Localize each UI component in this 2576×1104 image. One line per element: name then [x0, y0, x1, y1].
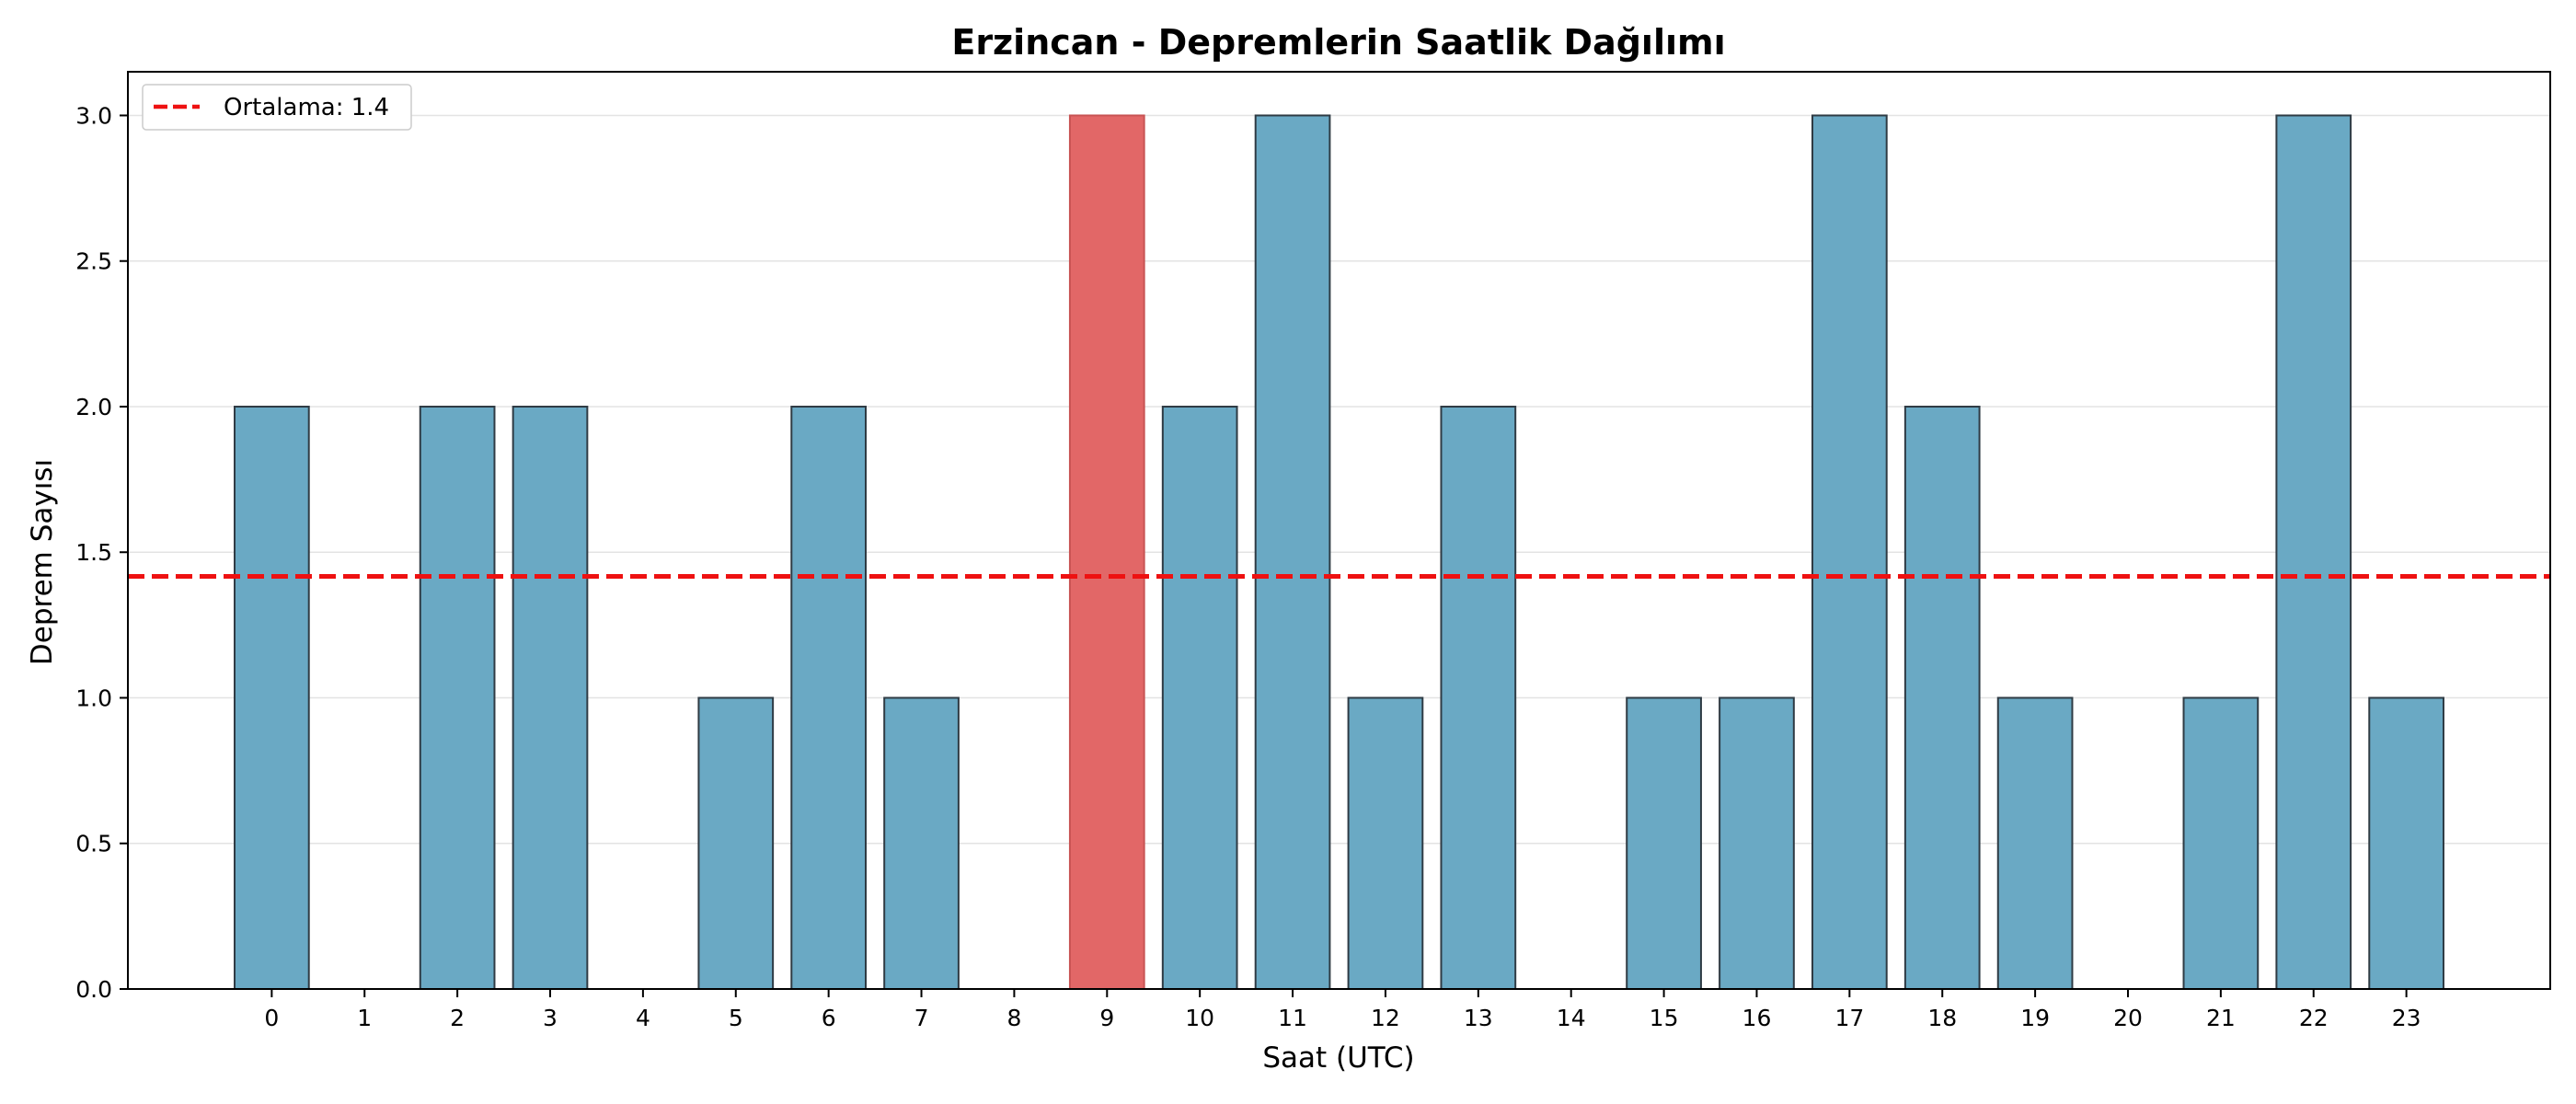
- x-tick-label: 2: [450, 1005, 465, 1031]
- y-tick-label: 2.0: [75, 394, 112, 420]
- bar-hour-15: [1626, 696, 1702, 990]
- x-tick-label: 5: [729, 1005, 743, 1031]
- x-tick-label: 21: [2206, 1005, 2236, 1031]
- y-tick-label: 1.5: [75, 539, 112, 566]
- x-tick-label: 18: [1927, 1005, 1957, 1031]
- x-tick-label: 11: [1278, 1005, 1307, 1031]
- bar-hour-19: [1996, 696, 2074, 990]
- chart-title: Erzincan - Depremlerin Saatlik Dağılımı: [951, 22, 1725, 63]
- x-tick-label: 22: [2299, 1005, 2329, 1031]
- bar-hour-18: [1903, 405, 1981, 990]
- x-tick-label: 3: [543, 1005, 558, 1031]
- x-tick-label: 13: [1464, 1005, 1493, 1031]
- bar-hour-22: [2275, 114, 2352, 990]
- bar-hour-23: [2368, 696, 2444, 990]
- y-tick-label: 2.5: [75, 248, 112, 275]
- y-axis-label: Deprem Sayısı: [26, 459, 59, 665]
- ticks-layer: 0.00.51.01.52.02.53.00 1 2 3 4 5 6 7 8 9 10 11 12 13 1…: [75, 102, 2421, 1031]
- bar-hour-17: [1811, 114, 1888, 990]
- bar-hour-6: [790, 405, 868, 990]
- x-tick-label: 1: [357, 1005, 372, 1031]
- bar-hour-3: [512, 405, 589, 990]
- x-tick-label: 9: [1099, 1005, 1114, 1031]
- x-tick-label: 19: [2020, 1005, 2050, 1031]
- bar-hour-9: [1068, 114, 1145, 990]
- x-tick-label: 0: [264, 1005, 279, 1031]
- x-tick-label: 15: [1650, 1005, 1679, 1031]
- bar-hour-21: [2182, 696, 2260, 990]
- y-tick-label: 1.0: [75, 684, 112, 711]
- x-tick-label: 4: [636, 1005, 650, 1031]
- plot-frame: [127, 71, 2551, 990]
- bar-hour-2: [419, 405, 496, 990]
- bar-hour-0: [234, 405, 310, 990]
- bar-hour-10: [1161, 405, 1238, 990]
- x-tick-label: 7: [914, 1005, 929, 1031]
- y-tick-label: 3.0: [75, 102, 112, 129]
- x-tick-label: 17: [1834, 1005, 1864, 1031]
- bar-hour-13: [1440, 405, 1517, 990]
- x-tick-label: 10: [1185, 1005, 1214, 1031]
- legend: Ortalama: 1.4: [142, 84, 412, 131]
- y-tick-label: 0.0: [75, 976, 112, 1003]
- bar-hour-7: [883, 696, 960, 990]
- bars-layer: [234, 114, 2444, 990]
- y-tick-label: 0.5: [75, 831, 112, 857]
- x-tick-label: 20: [2113, 1005, 2143, 1031]
- x-tick-label: 6: [822, 1005, 836, 1031]
- bar-hour-16: [1719, 696, 1795, 990]
- legend-box: [142, 84, 412, 131]
- bar-hour-5: [697, 696, 775, 990]
- bar-hour-12: [1347, 696, 1424, 990]
- x-tick-label: 16: [1742, 1005, 1772, 1031]
- x-axis-label: Saat (UTC): [1262, 1041, 1414, 1075]
- x-tick-label: 12: [1371, 1005, 1400, 1031]
- x-tick-label: 23: [2392, 1005, 2421, 1031]
- x-tick-label: 8: [1006, 1005, 1021, 1031]
- bar-hour-11: [1254, 114, 1331, 990]
- x-tick-label: 14: [1557, 1005, 1586, 1031]
- legend-mean-label: Ortalama: 1.4: [224, 94, 389, 121]
